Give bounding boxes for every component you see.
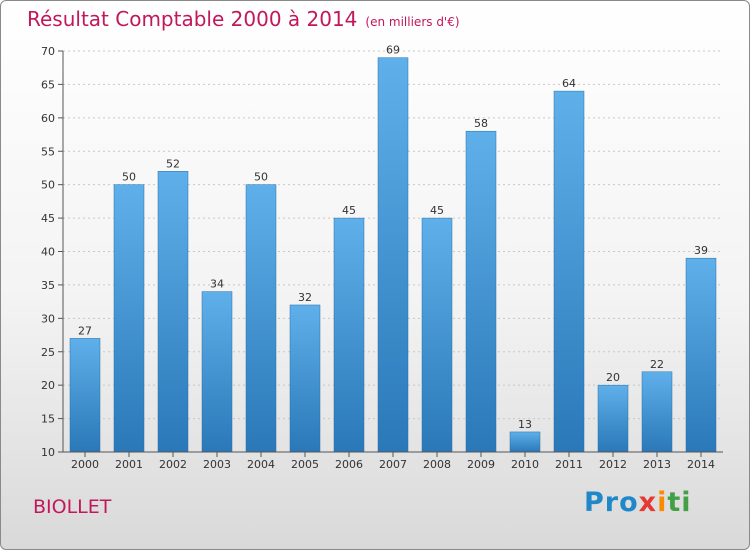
x-tick-label-2009: 2009 xyxy=(467,458,495,471)
logo-part-1: Pro xyxy=(584,487,639,518)
x-tick-label-2005: 2005 xyxy=(291,458,319,471)
logo-part-2: x xyxy=(638,487,658,518)
bar-2003 xyxy=(201,291,233,453)
y-axis-ticks: 10 15 20 25 30 35 40 45 50 55 60 65 70 xyxy=(41,45,63,459)
x-tick-label-2002: 2002 xyxy=(159,458,187,471)
bar-2004 xyxy=(245,184,277,453)
x-tick-label-2010: 2010 xyxy=(511,458,539,471)
y-tick-label-70: 70 xyxy=(41,45,55,58)
value-label-2013: 22 xyxy=(650,358,664,371)
value-label-2001: 50 xyxy=(122,171,136,184)
x-tick-label-2013: 2013 xyxy=(643,458,671,471)
bar-2007 xyxy=(377,57,409,453)
bar-2005 xyxy=(289,304,321,453)
x-tick-label-2007: 2007 xyxy=(379,458,407,471)
x-tick-label-2008: 2008 xyxy=(423,458,451,471)
commune-name: BIOLLET xyxy=(33,496,112,518)
bar-2006 xyxy=(333,217,365,453)
value-label-2006: 45 xyxy=(342,204,356,217)
value-label-2004: 50 xyxy=(254,171,268,184)
bars xyxy=(69,57,717,453)
bar-2000 xyxy=(69,338,101,453)
bar-2008 xyxy=(421,217,453,453)
bar-2002 xyxy=(157,171,189,453)
y-tick-label-35: 35 xyxy=(41,279,55,292)
value-label-2002: 52 xyxy=(166,157,180,170)
value-label-2003: 34 xyxy=(210,278,224,291)
value-label-2014: 39 xyxy=(694,244,708,257)
bar-2014 xyxy=(685,257,717,453)
value-label-2010: 13 xyxy=(518,418,532,431)
value-label-2007: 69 xyxy=(386,44,400,57)
y-tick-label-60: 60 xyxy=(41,112,55,125)
x-tick-label-2011: 2011 xyxy=(555,458,583,471)
y-tick-label-40: 40 xyxy=(41,246,55,259)
value-label-2005: 32 xyxy=(298,291,312,304)
y-tick-label-20: 20 xyxy=(41,379,55,392)
x-tick-label-2004: 2004 xyxy=(247,458,275,471)
proxiti-logo: Proxiti xyxy=(584,487,692,518)
bar-2009 xyxy=(465,130,497,453)
y-tick-label-15: 15 xyxy=(41,413,55,426)
x-tick-label-2003: 2003 xyxy=(203,458,231,471)
y-tick-label-65: 65 xyxy=(41,78,55,91)
x-tick-label-2000: 2000 xyxy=(71,458,99,471)
y-tick-label-30: 30 xyxy=(41,312,55,325)
bar-2012 xyxy=(597,384,629,453)
bar-2001 xyxy=(113,184,145,453)
x-tick-label-2012: 2012 xyxy=(599,458,627,471)
y-tick-label-50: 50 xyxy=(41,179,55,192)
bar-2010 xyxy=(509,431,541,453)
value-label-2012: 20 xyxy=(606,371,620,384)
value-label-2011: 64 xyxy=(562,77,576,90)
value-label-2009: 58 xyxy=(474,117,488,130)
x-tick-label-2014: 2014 xyxy=(687,458,715,471)
y-tick-label-25: 25 xyxy=(41,346,55,359)
value-labels: 27 50 52 34 50 32 45 69 45 58 13 64 20 22 39 xyxy=(78,44,708,431)
chart-title: Résultat Comptable 2000 à 2014 (en millie… xyxy=(27,7,460,31)
logo-part-4: ti xyxy=(667,487,692,518)
y-tick-label-45: 45 xyxy=(41,212,55,225)
chart-subtitle: (en milliers d'€) xyxy=(365,15,460,29)
chart-title-text: Résultat Comptable 2000 à 2014 xyxy=(27,7,358,31)
bar-2011 xyxy=(553,90,585,453)
y-tick-label-10: 10 xyxy=(41,446,55,459)
value-label-2008: 45 xyxy=(430,204,444,217)
x-axis-ticks: 2000 2001 2002 2003 2004 2005 2006 2007 2008 2009… xyxy=(71,452,715,471)
x-tick-label-2001: 2001 xyxy=(115,458,143,471)
value-label-2000: 27 xyxy=(78,324,92,337)
y-tick-label-55: 55 xyxy=(41,145,55,158)
bar-2013 xyxy=(641,371,673,453)
x-tick-label-2006: 2006 xyxy=(335,458,363,471)
logo-part-3: i xyxy=(657,487,668,518)
